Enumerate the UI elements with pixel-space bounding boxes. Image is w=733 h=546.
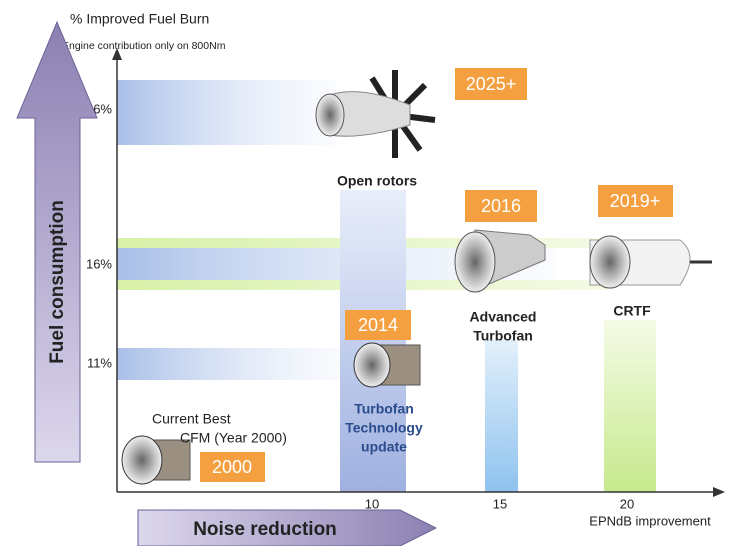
engine-label: Technology — [345, 420, 423, 436]
diagram: % Improved Fuel Burn Engine contribution… — [0, 0, 733, 546]
subtitle: Engine contribution only on 800Nm — [62, 40, 226, 52]
engine-label: update — [361, 439, 407, 455]
engine-label: CFM (Year 2000) — [180, 430, 287, 446]
arrowhead — [713, 487, 725, 497]
engine-label: Turbofan — [473, 328, 533, 344]
engine-label: Open rotors — [337, 173, 417, 189]
x-tick-label: 20 — [620, 496, 634, 511]
year: 2014 — [358, 315, 398, 335]
year: 2000 — [212, 457, 252, 477]
crtf-engine — [590, 236, 712, 288]
turbofan-engine — [354, 343, 420, 387]
x-tick-label: 10 — [365, 496, 379, 511]
y-tick-label: 16% — [86, 256, 112, 271]
engine-label: CRTF — [613, 303, 651, 319]
band — [117, 80, 337, 145]
year: 2019+ — [610, 191, 661, 211]
engine-label: Advanced — [470, 309, 537, 325]
x-axis-name: Noise reduction — [193, 519, 337, 540]
x-tick-label: 15 — [493, 496, 507, 511]
engine-label: Turbofan — [354, 401, 414, 417]
year: 2025+ — [466, 74, 517, 94]
y-tick-label: 11% — [87, 355, 112, 370]
x-axis-unit: EPNdB improvement — [589, 513, 711, 528]
band — [604, 320, 656, 492]
title: % Improved Fuel Burn — [70, 11, 209, 27]
year: 2016 — [481, 196, 521, 216]
band — [485, 340, 518, 492]
y-axis-name: Fuel consumption — [47, 200, 68, 364]
engine-label: Current Best — [152, 411, 231, 427]
band — [117, 348, 352, 380]
